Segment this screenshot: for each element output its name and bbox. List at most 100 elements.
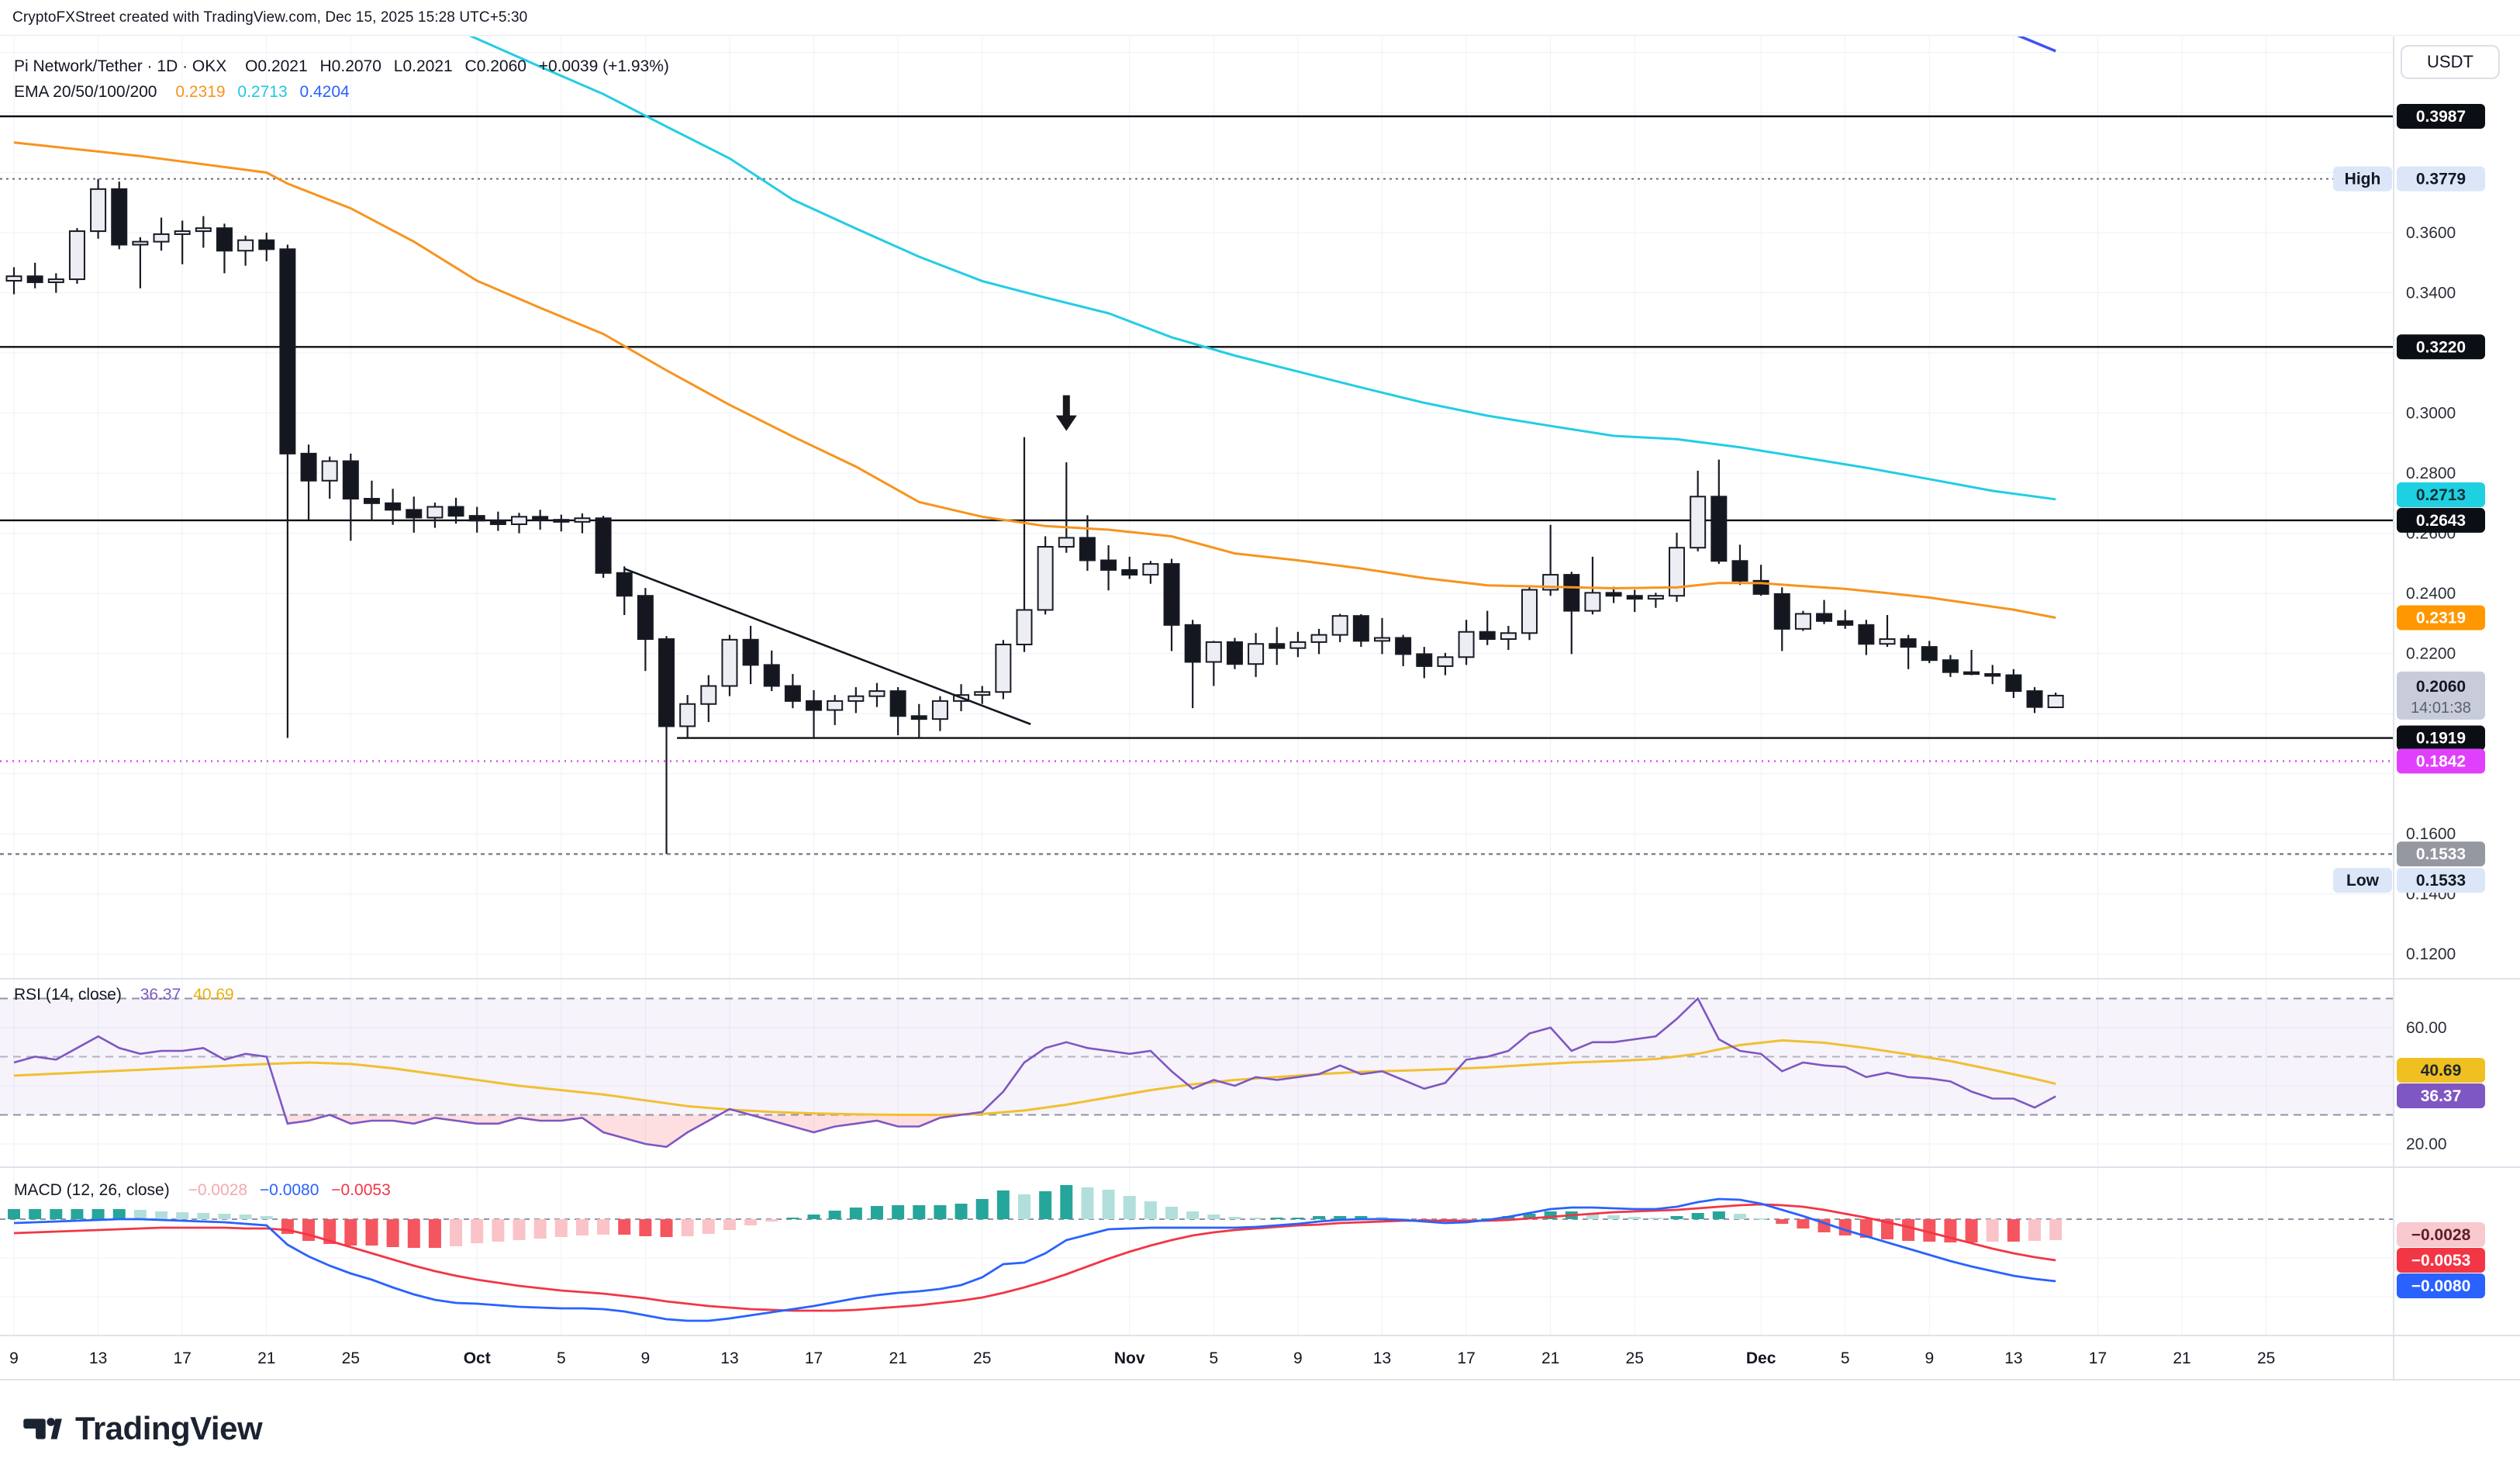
candle-Oct-30 (1079, 537, 1096, 562)
ohlc-high: H0.2070 (319, 57, 381, 75)
svg-text:0.3987: 0.3987 (2416, 108, 2466, 126)
candle-Sep-15 (132, 240, 149, 246)
svg-text:0.1842: 0.1842 (2416, 752, 2466, 770)
high-value-badge: 0.3779 (2397, 166, 2485, 192)
rsi-label[interactable]: RSI (14, close) (14, 986, 122, 1004)
candle-Dec-14 (2026, 690, 2043, 708)
last-price-badge: 0.2060 14:01:38 (2397, 671, 2485, 720)
ema-lines (13, 36, 2056, 619)
candle-Nov-20 (1521, 589, 1538, 634)
price-badge-0.2713: 0.2713 (2397, 482, 2485, 507)
candle-Dec-15 (2047, 694, 2064, 709)
candle-Oct-21 (889, 690, 906, 717)
time-axis[interactable]: 9 13 17 21 25 Oct 5 9 13 17 21 25 Nov 5 9 13 17 21 25 Dec 5 9… (9, 1349, 2275, 1367)
candle-Nov-1 (1121, 568, 1138, 576)
time-tick-Dec: Dec (1746, 1349, 1776, 1367)
candle-Nov-27 (1669, 547, 1686, 597)
macd-signal-line (13, 1203, 2056, 1312)
time-tick-5: 5 (557, 1349, 566, 1367)
macd-signal-value: −0.0053 (331, 1181, 391, 1199)
currency-toggle-button[interactable]: USDT (2401, 45, 2500, 79)
svg-text:Low: Low (2346, 872, 2380, 890)
candle-Sep-17 (174, 230, 191, 235)
macd-hist-badge: −0.0028 (2397, 1222, 2485, 1247)
price-axis[interactable]: 0.36000.34000.30000.28000.26000.24000.22… (2333, 104, 2485, 1298)
ema200-value: 0.4204 (299, 83, 350, 101)
candle-Oct-23 (931, 700, 948, 720)
svg-text:0.3779: 0.3779 (2416, 171, 2466, 188)
ema-label[interactable]: EMA 20/50/100/200 (14, 83, 157, 101)
symbol-title[interactable]: Pi Network/Tether · 1D · OKX (14, 57, 227, 75)
rsi-ma-badge: 40.69 (2397, 1058, 2485, 1083)
time-tick-13: 13 (1373, 1349, 1391, 1367)
ohlc-change: +0.0039 (+1.93%) (538, 57, 669, 75)
candle-Nov-11 (1331, 615, 1348, 636)
time-tick-21: 21 (2173, 1349, 2190, 1367)
candle-Oct-27 (1016, 609, 1033, 646)
time-tick-Oct: Oct (464, 1349, 491, 1367)
candle-Sep-12 (68, 230, 85, 281)
candles-layer (5, 178, 2064, 855)
rsi-pane (0, 997, 2394, 1149)
candle-Oct-10 (658, 638, 675, 727)
high-label-badge: High (2333, 166, 2392, 192)
candle-Oct-28 (1037, 546, 1054, 611)
tradingview-logo-text: TradingView (75, 1410, 263, 1446)
price-badge-0.1919: 0.1919 (2397, 725, 2485, 751)
candle-Sep-20 (237, 239, 254, 252)
candle-Oct-29 (1058, 537, 1075, 548)
svg-text:40.69: 40.69 (2421, 1062, 2462, 1080)
macd-label[interactable]: MACD (12, 26, close) (14, 1181, 170, 1199)
macd-legend[interactable]: MACD (12, 26, close) −0.0028 −0.0080 −0.… (14, 1181, 391, 1200)
time-tick-Nov: Nov (1114, 1349, 1145, 1367)
ema-legend[interactable]: EMA 20/50/100/200 0.2319 0.2713 0.4204 (14, 83, 350, 102)
descending-trendline[interactable] (623, 568, 1031, 725)
svg-text:High: High (2345, 171, 2381, 188)
svg-text:0.2643: 0.2643 (2416, 512, 2466, 530)
svg-text:36.37: 36.37 (2421, 1087, 2462, 1105)
svg-text:14:01:38: 14:01:38 (2411, 700, 2471, 717)
candle-Nov-26 (1647, 595, 1664, 600)
candle-Nov-15 (1416, 653, 1433, 667)
candle-Nov-30 (1731, 560, 1748, 582)
price-tick-60.00: 60.00 (2406, 1019, 2447, 1037)
candle-Nov-5 (1205, 641, 1222, 663)
candle-Nov-2 (1142, 563, 1159, 576)
candle-Dec-7 (1879, 638, 1896, 645)
tradingview-logo[interactable]: TradingView (19, 1410, 263, 1447)
time-tick-21: 21 (889, 1349, 906, 1367)
time-tick-9: 9 (641, 1349, 651, 1367)
price-tick-0.2200: 0.2200 (2406, 645, 2456, 663)
candle-Nov-17 (1458, 631, 1475, 658)
candle-Dec-5 (1837, 620, 1854, 626)
candle-Oct-17 (806, 700, 823, 711)
candle-Sep-23 (300, 452, 317, 482)
attribution-text: CryptoFXStreet created with TradingView.… (12, 9, 528, 26)
candle-Sep-22 (279, 248, 296, 454)
candle-Oct-8 (616, 572, 633, 597)
svg-text:0.2060: 0.2060 (2416, 678, 2466, 696)
symbol-legend[interactable]: Pi Network/Tether · 1D · OKX O0.2021 H0.… (14, 57, 669, 76)
grid-lines (0, 36, 2394, 1336)
candle-Oct-6 (574, 517, 591, 523)
time-tick-13: 13 (2004, 1349, 2022, 1367)
time-tick-25: 25 (2257, 1349, 2275, 1367)
candle-Oct-4 (532, 516, 549, 521)
candle-Oct-19 (847, 695, 865, 702)
svg-text:0.1533: 0.1533 (2416, 872, 2466, 890)
ohlc-open: O0.2021 (245, 57, 308, 75)
time-tick-9: 9 (1293, 1349, 1303, 1367)
candle-Sep-26 (363, 498, 380, 504)
candle-Sep-28 (406, 509, 423, 519)
price-tick-0.2400: 0.2400 (2406, 585, 2456, 603)
time-tick-17: 17 (2089, 1349, 2107, 1367)
candle-Nov-8 (1269, 643, 1286, 649)
time-tick-21: 21 (1541, 1349, 1559, 1367)
rsi-legend[interactable]: RSI (14, close) 36.37 40.69 (14, 986, 234, 1004)
candle-Nov-18 (1479, 631, 1496, 641)
candle-Nov-7 (1248, 643, 1265, 665)
price-badge-0.1533: 0.1533 (2397, 841, 2485, 867)
down-arrow-annotation[interactable] (1055, 395, 1077, 431)
svg-text:0.2319: 0.2319 (2416, 610, 2466, 627)
